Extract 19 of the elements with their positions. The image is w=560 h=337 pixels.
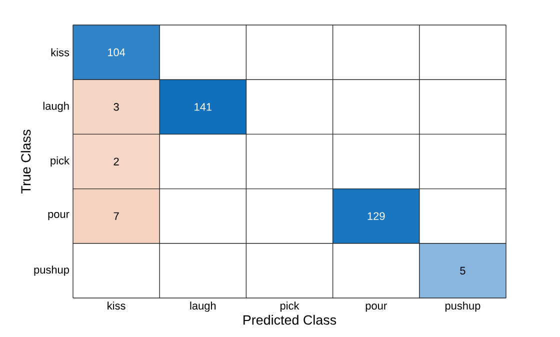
x-tick-label: pick <box>280 302 300 312</box>
data-label: 7 <box>114 212 119 220</box>
y-tick-label: pushup <box>34 266 70 276</box>
data-label: 141 <box>194 103 212 111</box>
x-axis-title: Predicted Class <box>244 314 336 325</box>
data-label: 129 <box>368 212 385 220</box>
x-tick-label: pour <box>366 304 387 312</box>
y-tick-label: kiss <box>51 48 70 56</box>
y-axis-title: True Class <box>20 130 31 194</box>
y-tick-label: pick <box>50 156 70 167</box>
data-label: 3 <box>114 103 119 111</box>
x-tick-label: kiss <box>108 302 126 310</box>
y-tick-label: laugh <box>43 102 69 112</box>
y-tick-label: pour <box>48 212 70 220</box>
data-label: 5 <box>460 266 466 275</box>
data-label: 104 <box>108 48 126 56</box>
x-tick-label: pushup <box>445 302 480 312</box>
x-tick-label: laugh <box>190 302 216 312</box>
data-label: 2 <box>114 158 119 166</box>
